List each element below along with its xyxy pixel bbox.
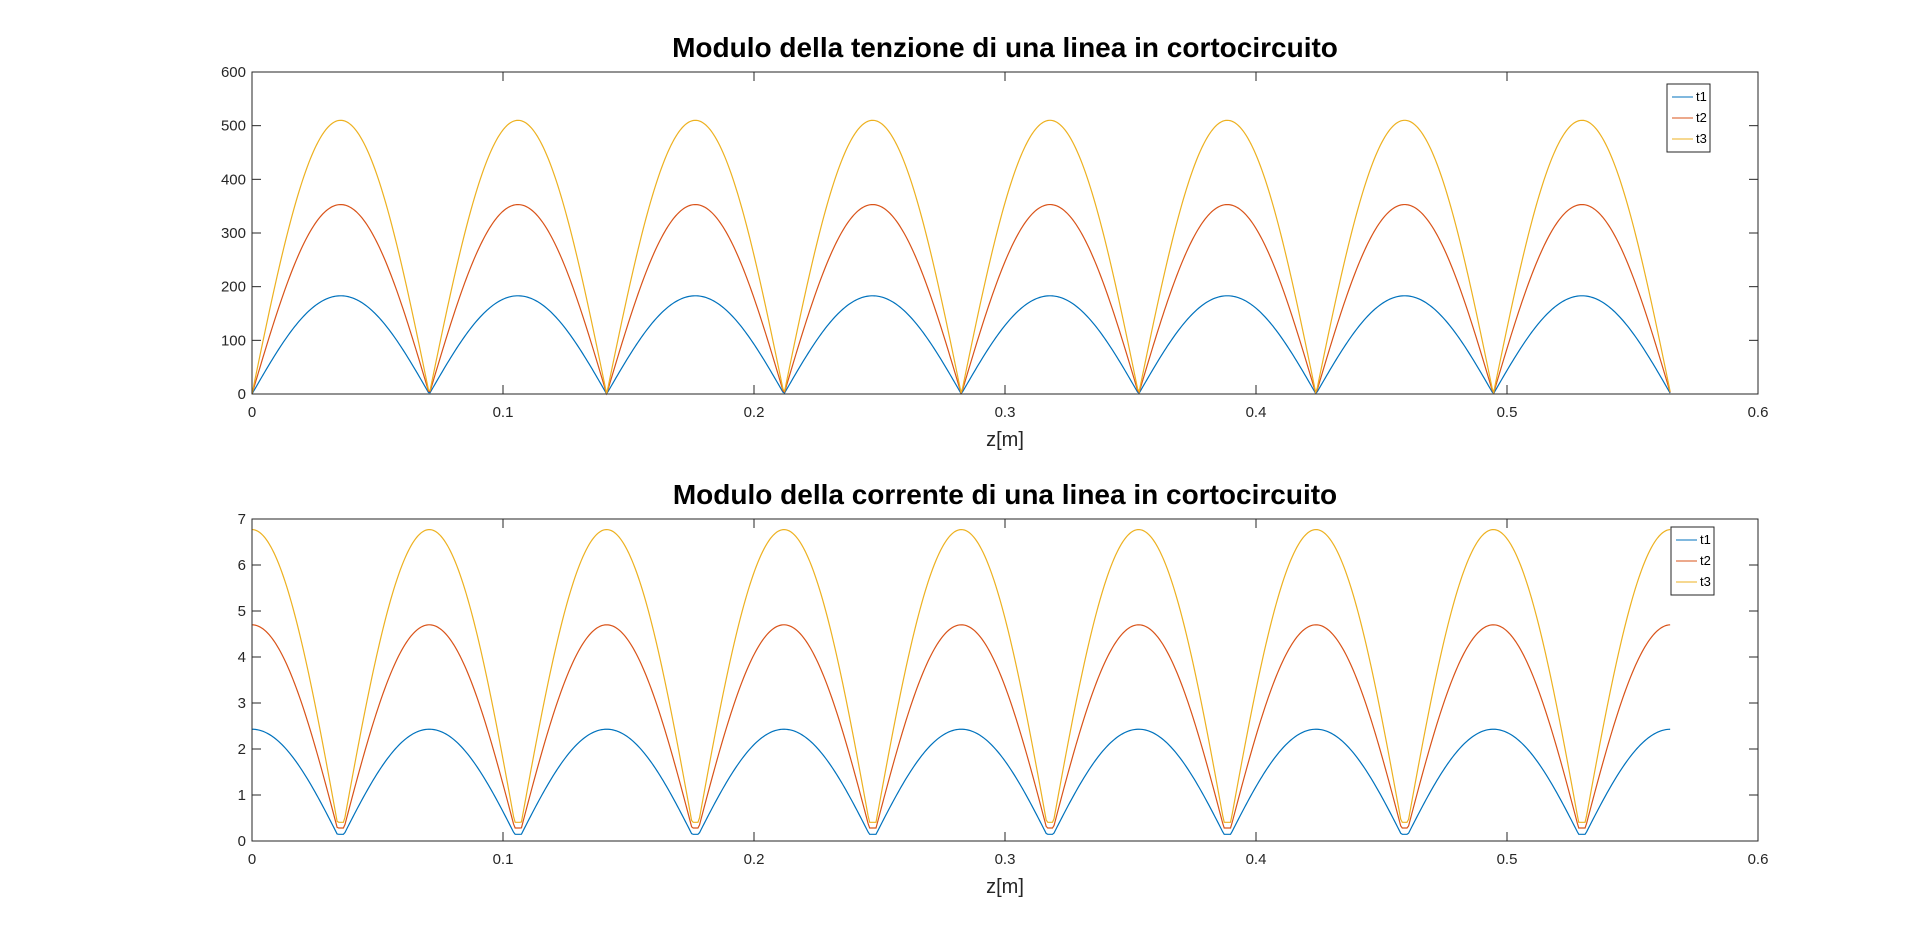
legend-label-t1: t1: [1696, 89, 1707, 104]
ticks-layer: 0 0.1 0.2 0.3 0.4 0.5 0.6 0 1 2 3 4 5 6 7: [238, 511, 1769, 868]
y-tick-label: 6: [238, 557, 246, 574]
y-tick-label: 200: [221, 279, 246, 296]
series-line-t1: [251, 728, 1671, 835]
y-tick-label: 7: [238, 511, 246, 528]
y-tick-label: 1: [238, 787, 246, 804]
x-tick-label: 0: [248, 404, 256, 421]
x-tick-label: 0: [248, 851, 256, 868]
x-tick-label: 0.5: [1497, 851, 1518, 868]
chart-title: Modulo della tenzione di una linea in co…: [672, 32, 1338, 63]
series-line-t2: [251, 624, 1671, 829]
y-tick-label: 2: [238, 741, 246, 758]
x-tick-label: 0.2: [744, 404, 765, 421]
chart-title: Modulo della corrente di una linea in co…: [673, 479, 1337, 510]
y-tick-label: 100: [221, 332, 246, 349]
y-tick-label: 0: [238, 386, 246, 403]
series-line-t3: [251, 528, 1671, 823]
plot-area: [252, 519, 1758, 841]
series-line-t2: [251, 203, 1671, 396]
y-tick-label: 4: [238, 649, 246, 666]
y-tick-label: 3: [238, 695, 246, 712]
legend-label-t1: t1: [1700, 532, 1711, 547]
legend-label-t2: t2: [1700, 553, 1711, 568]
series-line-t3: [251, 119, 1671, 395]
series-layer: [251, 528, 1671, 835]
legend-label-t2: t2: [1696, 110, 1707, 125]
x-tick-label: 0.2: [744, 851, 765, 868]
x-tick-label: 0.1: [493, 851, 514, 868]
y-tick-label: 0: [238, 833, 246, 850]
plot-area: [252, 72, 1758, 394]
x-tick-label: 0.6: [1748, 851, 1769, 868]
y-tick-label: 500: [221, 118, 246, 135]
y-tick-label: 400: [221, 171, 246, 188]
legend: t1 t2 t3: [1670, 526, 1715, 596]
x-tick-label: 0.4: [1246, 851, 1267, 868]
legend: t1 t2 t3: [1666, 83, 1711, 153]
legend-label-t3: t3: [1696, 131, 1707, 146]
x-tick-label: 0.3: [995, 404, 1016, 421]
subplot-current: Modulo della corrente di una linea in co…: [238, 479, 1769, 898]
y-tick-label: 5: [238, 603, 246, 620]
x-tick-label: 0.1: [493, 404, 514, 421]
y-tick-label: 300: [221, 225, 246, 242]
x-tick-label: 0.6: [1748, 404, 1769, 421]
x-tick-label: 0.5: [1497, 404, 1518, 421]
subplot-voltage: Modulo della tenzione di una linea in co…: [221, 32, 1768, 451]
ticks-layer: 0 0.1 0.2 0.3 0.4 0.5 0.6 0 100 200 300 400 500 600: [221, 64, 1768, 421]
y-tick-label: 600: [221, 64, 246, 81]
x-axis-label: z[m]: [986, 429, 1024, 451]
x-tick-label: 0.3: [995, 851, 1016, 868]
x-tick-label: 0.4: [1246, 404, 1267, 421]
x-axis-label: z[m]: [986, 876, 1024, 898]
legend-label-t3: t3: [1700, 574, 1711, 589]
